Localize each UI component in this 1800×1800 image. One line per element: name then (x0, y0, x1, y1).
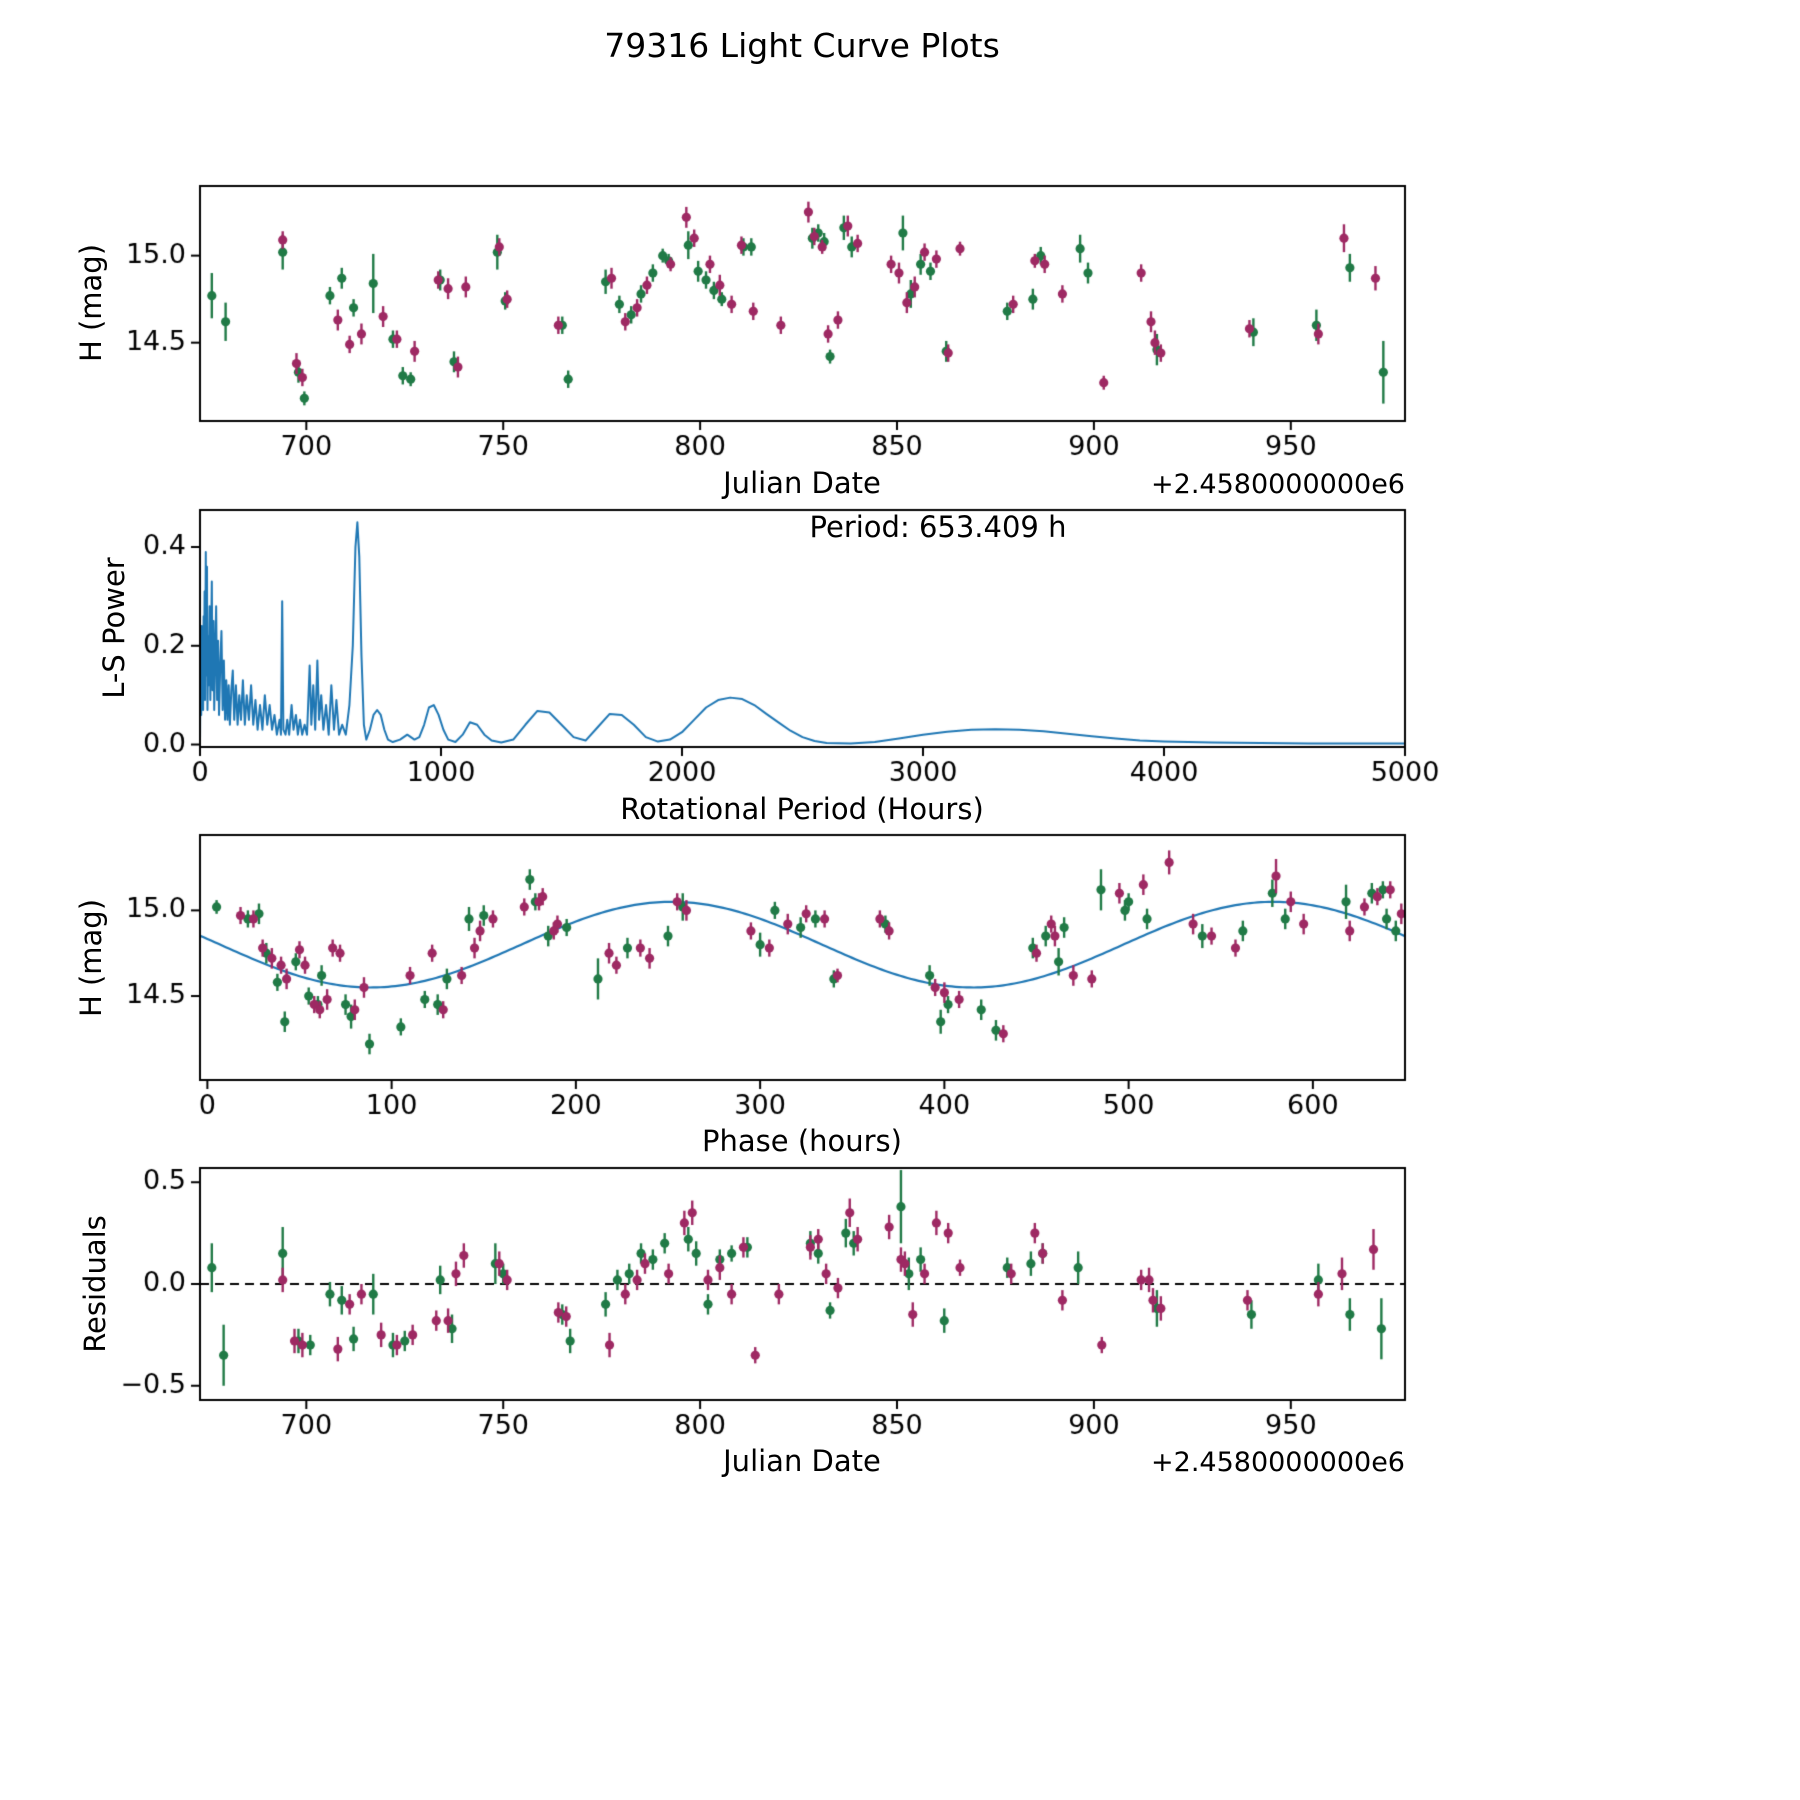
residuals-x-offset-label: +2.4580000000e6 (1151, 1447, 1405, 1478)
period-annotation: Period: 653.409 h (809, 510, 1067, 545)
phase-y-axis-label: H (mag) (74, 898, 109, 1018)
periodogram-y-axis-label: L-S Power (97, 557, 132, 699)
phase-x-axis-label: Phase (hours) (702, 1124, 902, 1158)
lightcurve-y-axis-label: H (mag) (74, 243, 109, 363)
residuals-x-axis-label: Julian Date (723, 1444, 881, 1478)
lightcurve-x-offset-label: +2.4580000000e6 (1151, 469, 1405, 500)
figure-title: 79316 Light Curve Plots (604, 26, 1000, 65)
residuals-y-axis-label: Residuals (78, 1215, 113, 1353)
lightcurve-x-axis-label: Julian Date (723, 466, 881, 500)
periodogram-x-axis-label: Rotational Period (Hours) (620, 792, 984, 826)
